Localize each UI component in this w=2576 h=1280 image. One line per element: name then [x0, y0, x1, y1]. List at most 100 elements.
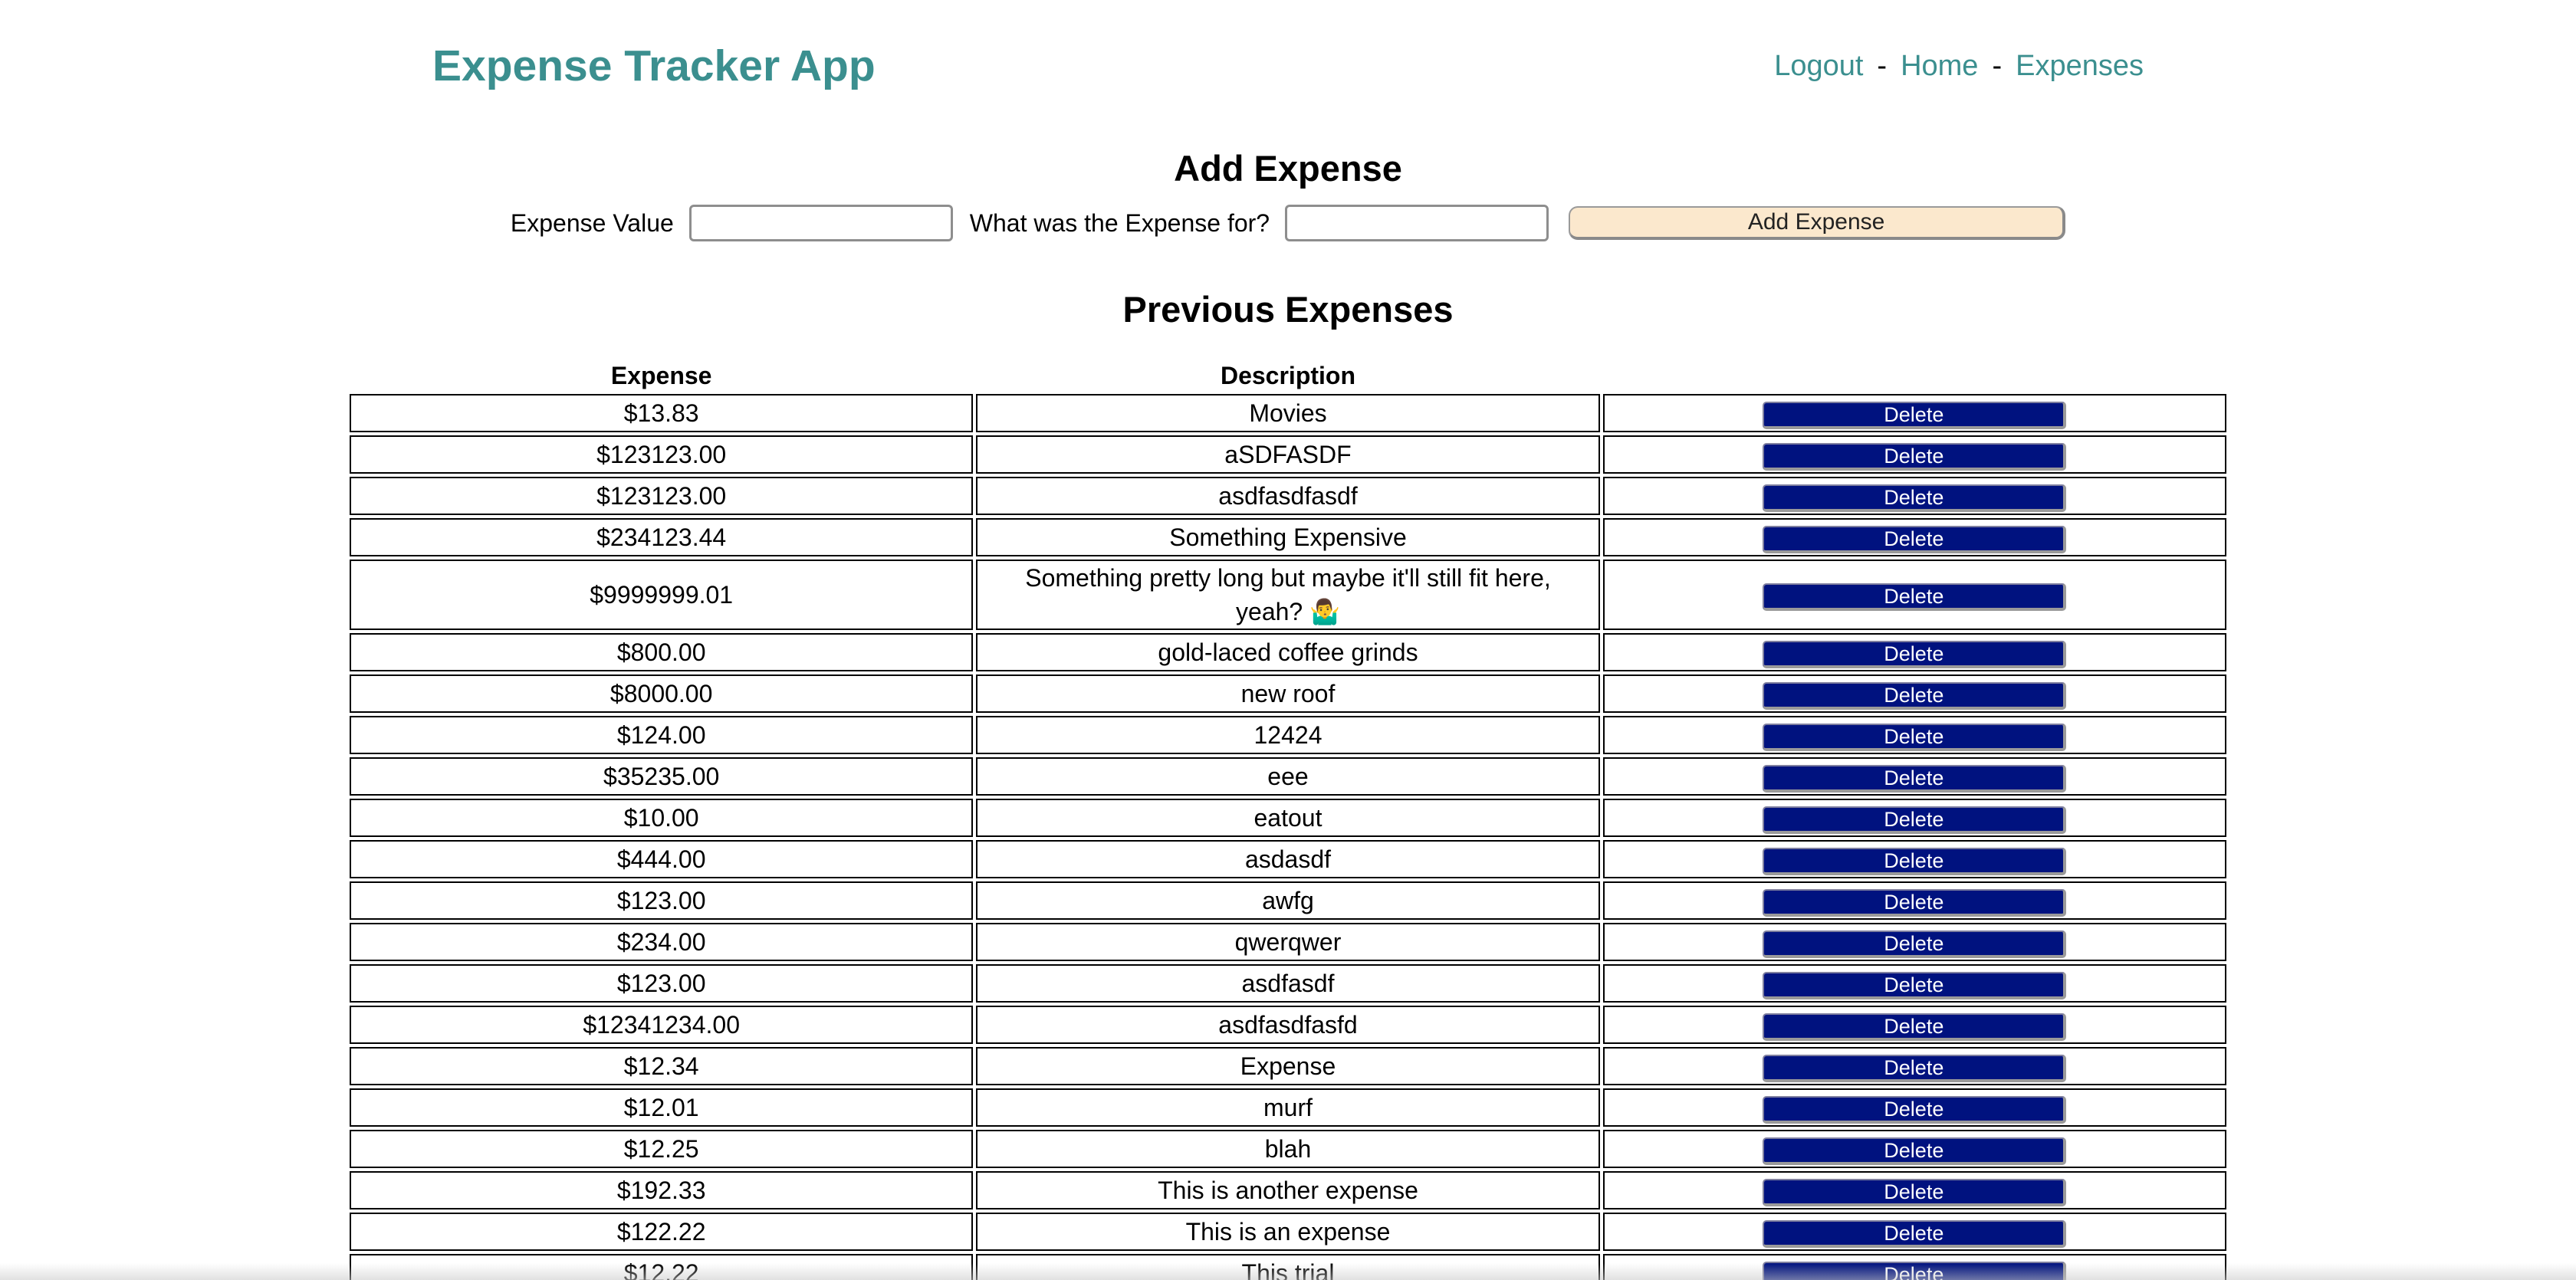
expense-amount-cell: $12.01: [350, 1088, 974, 1127]
expense-action-cell: Delete: [1602, 1088, 2226, 1127]
expenses-table-body: $13.83 Movies Delete $123123.00 aSDFASDF Dele…: [350, 394, 2226, 1280]
previous-expenses-heading: Previous Expenses: [1122, 289, 1454, 330]
table-row: $9999999.01 Something pretty long but may…: [350, 560, 2226, 630]
expense-amount-cell: $12.22: [350, 1254, 974, 1280]
table-row: $122.22 This is an expense Delete: [350, 1213, 2226, 1251]
table-row: $123123.00 aSDFASDF Delete: [350, 435, 2226, 474]
delete-button[interactable]: Delete: [1763, 972, 2067, 999]
expense-description-input[interactable]: [1285, 205, 1549, 241]
expense-action-cell: Delete: [1602, 1130, 2226, 1168]
expense-value-input[interactable]: [688, 205, 953, 241]
expense-action-cell: Delete: [1602, 1047, 2226, 1085]
expense-action-cell: Delete: [1602, 840, 2226, 878]
expense-description-cell: eee: [976, 757, 1600, 796]
add-expense-form: Expense Value What was the Expense for? …: [0, 201, 2576, 245]
expense-description-cell: qwerqwer: [976, 923, 1600, 961]
expense-amount-cell: $122.22: [350, 1213, 974, 1251]
table-row: $12.25 blah Delete: [350, 1130, 2226, 1168]
expense-description-cell: 12424: [976, 716, 1600, 754]
expense-action-cell: Delete: [1602, 1254, 2226, 1280]
delete-button[interactable]: Delete: [1763, 806, 2067, 834]
expense-description-cell: asdasdf: [976, 840, 1600, 878]
table-row: $123.00 awfg Delete: [350, 881, 2226, 920]
delete-button[interactable]: Delete: [1763, 1137, 2067, 1165]
delete-button[interactable]: Delete: [1763, 1220, 2067, 1248]
table-row: $444.00 asdasdf Delete: [350, 840, 2226, 878]
expense-action-cell: Delete: [1602, 477, 2226, 515]
delete-button[interactable]: Delete: [1763, 526, 2067, 553]
column-header-expense: Expense: [610, 362, 712, 389]
expense-amount-cell: $10.00: [350, 799, 974, 837]
expense-value-label: Expense Value: [510, 208, 674, 237]
table-row: $12.34 Expense Delete: [350, 1047, 2226, 1085]
delete-button[interactable]: Delete: [1763, 641, 2067, 668]
expense-description-cell: This is another expense: [976, 1171, 1600, 1209]
expense-amount-cell: $192.33: [350, 1171, 974, 1209]
expense-amount-cell: $800.00: [350, 633, 974, 671]
expense-amount-cell: $123123.00: [350, 435, 974, 474]
expenses-table-container: Expense Description $13.83 Movies Delete $1…: [347, 357, 2229, 1280]
expense-description-cell: asdfasdfasdf: [976, 477, 1600, 515]
delete-button[interactable]: Delete: [1763, 1096, 2067, 1124]
delete-button[interactable]: Delete: [1763, 889, 2067, 917]
expense-amount-cell: $9999999.01: [350, 560, 974, 630]
expense-action-cell: Delete: [1602, 674, 2226, 713]
delete-button[interactable]: Delete: [1763, 1055, 2067, 1082]
add-expense-button[interactable]: Add Expense: [1569, 206, 2066, 240]
expense-amount-cell: $234123.44: [350, 518, 974, 556]
expense-amount-cell: $12.34: [350, 1047, 974, 1085]
table-row: $12.01 murf Delete: [350, 1088, 2226, 1127]
expense-action-cell: Delete: [1602, 1006, 2226, 1044]
expense-action-cell: Delete: [1602, 518, 2226, 556]
expense-description-cell: asdfasdf: [976, 964, 1600, 1003]
expense-description-cell: asdfasdfasfd: [976, 1006, 1600, 1044]
expense-amount-cell: $123123.00: [350, 477, 974, 515]
table-row: $124.00 12424 Delete: [350, 716, 2226, 754]
expense-description-cell: blah: [976, 1130, 1600, 1168]
expense-action-cell: Delete: [1602, 560, 2226, 630]
expense-description-cell: gold-laced coffee grinds: [976, 633, 1600, 671]
expense-action-cell: Delete: [1602, 435, 2226, 474]
nav-home-link[interactable]: Home: [1901, 50, 1979, 82]
table-row: $12.22 This trial Delete: [350, 1254, 2226, 1280]
expense-amount-cell: $124.00: [350, 716, 974, 754]
expense-action-cell: Delete: [1602, 1171, 2226, 1209]
delete-button[interactable]: Delete: [1763, 583, 2067, 611]
delete-button[interactable]: Delete: [1763, 682, 2067, 710]
delete-button[interactable]: Delete: [1763, 765, 2067, 793]
nav-logout-link[interactable]: Logout: [1774, 50, 1864, 82]
expense-action-cell: Delete: [1602, 633, 2226, 671]
table-row: $10.00 eatout Delete: [350, 799, 2226, 837]
expense-amount-cell: $12341234.00: [350, 1006, 974, 1044]
expense-description-cell: Expense: [976, 1047, 1600, 1085]
expense-description-cell: Something Expensive: [976, 518, 1600, 556]
expense-action-cell: Delete: [1602, 881, 2226, 920]
app-title: Expense Tracker App: [432, 41, 876, 90]
expense-action-cell: Delete: [1602, 716, 2226, 754]
table-row: $35235.00 eee Delete: [350, 757, 2226, 796]
expense-amount-cell: $8000.00: [350, 674, 974, 713]
column-header-actions: [1603, 360, 2226, 391]
delete-button[interactable]: Delete: [1763, 848, 2067, 875]
delete-button[interactable]: Delete: [1763, 402, 2067, 429]
expense-action-cell: Delete: [1602, 394, 2226, 432]
expense-description-cell: aSDFASDF: [976, 435, 1600, 474]
table-row: $234.00 qwerqwer Delete: [350, 923, 2226, 961]
expense-amount-cell: $123.00: [350, 964, 974, 1003]
expense-action-cell: Delete: [1602, 923, 2226, 961]
table-row: $123123.00 asdfasdfasdf Delete: [350, 477, 2226, 515]
nav-expenses-link[interactable]: Expenses: [2016, 50, 2144, 82]
delete-button[interactable]: Delete: [1763, 1262, 2067, 1280]
expense-description-cell: This trial: [976, 1254, 1600, 1280]
delete-button[interactable]: Delete: [1763, 1179, 2067, 1206]
delete-button[interactable]: Delete: [1763, 484, 2067, 512]
expense-action-cell: Delete: [1602, 799, 2226, 837]
expense-description-cell: murf: [976, 1088, 1600, 1127]
expense-description-cell: Movies: [976, 394, 1600, 432]
delete-button[interactable]: Delete: [1763, 443, 2067, 471]
delete-button[interactable]: Delete: [1763, 724, 2067, 751]
table-row: $234123.44 Something Expensive Delete: [350, 518, 2226, 556]
delete-button[interactable]: Delete: [1763, 1013, 2067, 1041]
delete-button[interactable]: Delete: [1763, 930, 2067, 958]
expense-amount-cell: $13.83: [350, 394, 974, 432]
